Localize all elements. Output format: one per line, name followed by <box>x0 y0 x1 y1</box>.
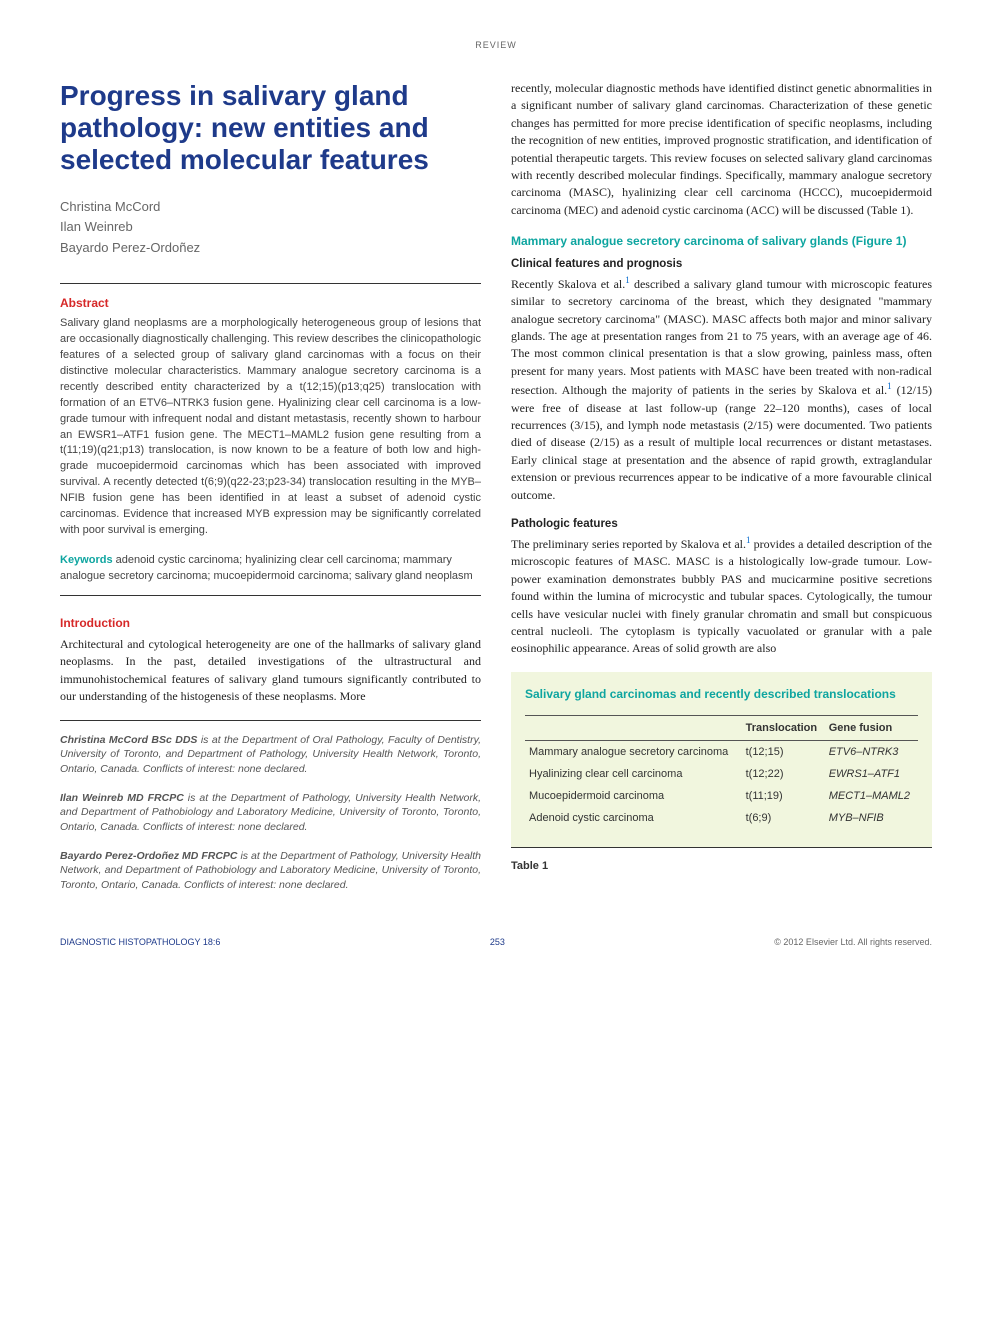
text-part: (12/15) were free of disease at last fol… <box>511 383 932 501</box>
cell: MECT1–MAML2 <box>825 785 918 807</box>
table-row: Mucoepidermoid carcinoma t(11;19) MECT1–… <box>525 785 918 807</box>
section-heading-masc: Mammary analogue secretory carcinoma of … <box>511 233 932 250</box>
author-bio-3: Bayardo Perez-Ordoñez MD FRCPC is at the… <box>60 849 481 893</box>
divider <box>511 847 932 848</box>
bio-name: Bayardo Perez-Ordoñez MD FRCPC <box>60 850 238 862</box>
article-title: Progress in salivary gland pathology: ne… <box>60 80 481 177</box>
table-header-row: Translocation Gene fusion <box>525 715 918 740</box>
intro-continued: recently, molecular diagnostic methods h… <box>511 80 932 219</box>
introduction-text: Architectural and cytological heterogene… <box>60 636 481 706</box>
text-part: described a salivary gland tumour with m… <box>511 277 932 397</box>
col-header: Gene fusion <box>825 715 918 740</box>
author-list: Christina McCord Ilan Weinreb Bayardo Pe… <box>60 197 481 259</box>
divider <box>60 283 481 284</box>
introduction-heading: Introduction <box>60 616 481 630</box>
divider <box>60 720 481 721</box>
author-bio-1: Christina McCord BSc DDS is at the Depar… <box>60 733 481 777</box>
col-header: Translocation <box>742 715 825 740</box>
bio-name: Ilan Weinreb MD FRCPC <box>60 792 184 804</box>
right-column: recently, molecular diagnostic methods h… <box>511 80 932 907</box>
table-row: Mammary analogue secretory carcinoma t(1… <box>525 740 918 763</box>
cell: EWRS1–ATF1 <box>825 763 918 785</box>
two-column-layout: Progress in salivary gland pathology: ne… <box>60 80 932 907</box>
page-footer: DIAGNOSTIC HISTOPATHOLOGY 18:6 253 © 201… <box>60 937 932 947</box>
cell: t(12;15) <box>742 740 825 763</box>
footer-page-number: 253 <box>490 937 505 947</box>
cell: t(6;9) <box>742 807 825 829</box>
footer-right: © 2012 Elsevier Ltd. All rights reserved… <box>774 937 932 947</box>
subheading-clinical: Clinical features and prognosis <box>511 258 932 270</box>
abstract-heading: Abstract <box>60 296 481 310</box>
left-column: Progress in salivary gland pathology: ne… <box>60 80 481 907</box>
pathologic-features-text: The preliminary series reported by Skalo… <box>511 534 932 658</box>
cell: t(11;19) <box>742 785 825 807</box>
cell: Mucoepidermoid carcinoma <box>525 785 742 807</box>
cell: ETV6–NTRK3 <box>825 740 918 763</box>
table-caption: Table 1 <box>511 860 932 872</box>
cell: Mammary analogue secretory carcinoma <box>525 740 742 763</box>
col-header <box>525 715 742 740</box>
text-part: Recently Skalova et al. <box>511 277 625 291</box>
author-bio-2: Ilan Weinreb MD FRCPC is at the Departme… <box>60 791 481 835</box>
review-label: REVIEW <box>60 40 932 50</box>
footer-left: DIAGNOSTIC HISTOPATHOLOGY 18:6 <box>60 937 220 947</box>
author-2: Ilan Weinreb <box>60 217 481 238</box>
abstract-text: Salivary gland neoplasms are a morpholog… <box>60 316 481 539</box>
translocations-table: Translocation Gene fusion Mammary analog… <box>525 715 918 829</box>
cell: Adenoid cystic carcinoma <box>525 807 742 829</box>
cell: t(12;22) <box>742 763 825 785</box>
bio-name: Christina McCord BSc DDS <box>60 734 197 746</box>
keywords-text: adenoid cystic carcinoma; hyalinizing cl… <box>60 554 473 582</box>
clinical-features-text: Recently Skalova et al.1 described a sal… <box>511 274 932 504</box>
cell: MYB–NFIB <box>825 807 918 829</box>
author-3: Bayardo Perez-Ordoñez <box>60 238 481 259</box>
cell: Hyalinizing clear cell carcinoma <box>525 763 742 785</box>
table-row: Adenoid cystic carcinoma t(6;9) MYB–NFIB <box>525 807 918 829</box>
text-part: The preliminary series reported by Skalo… <box>511 537 746 551</box>
subheading-pathologic: Pathologic features <box>511 518 932 530</box>
author-1: Christina McCord <box>60 197 481 218</box>
keywords: Keywords adenoid cystic carcinoma; hyali… <box>60 553 481 585</box>
keywords-label: Keywords <box>60 554 113 566</box>
table-row: Hyalinizing clear cell carcinoma t(12;22… <box>525 763 918 785</box>
table-title: Salivary gland carcinomas and recently d… <box>525 686 918 703</box>
divider <box>60 595 481 596</box>
text-part: provides a detailed description of the m… <box>511 537 932 655</box>
table-1-box: Salivary gland carcinomas and recently d… <box>511 672 932 847</box>
